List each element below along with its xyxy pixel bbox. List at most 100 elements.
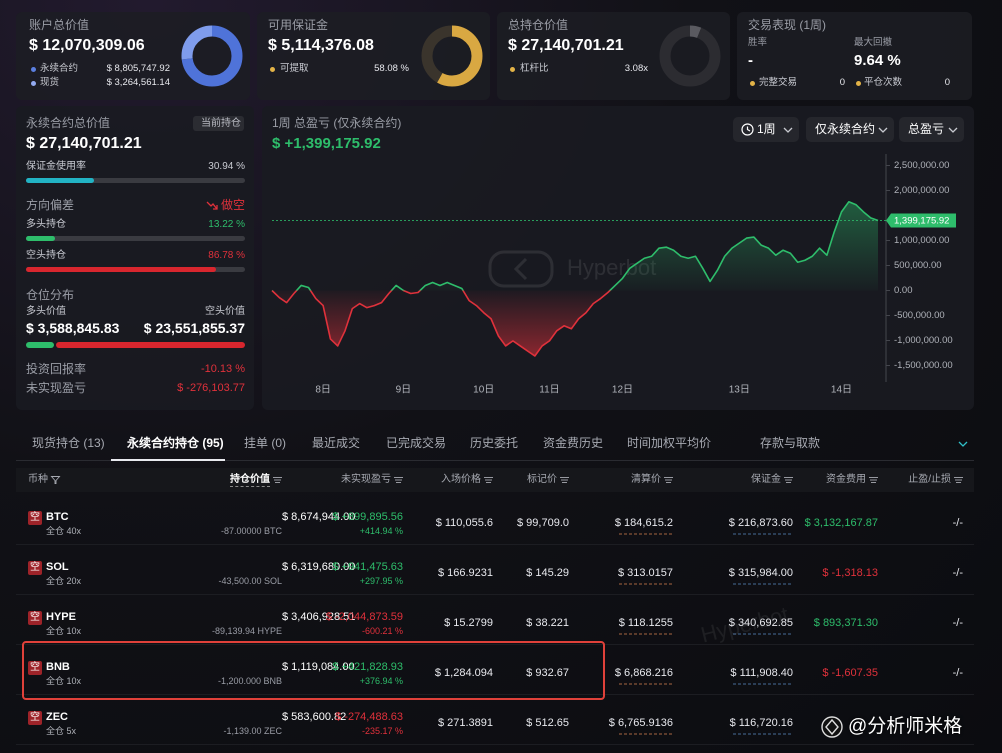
chevron <box>783 127 793 133</box>
legend-dot <box>31 67 36 72</box>
position-value: $ 583,600.82 <box>282 711 347 723</box>
legend-label: 平仓次数 <box>864 77 903 88</box>
tp-sl: -/- <box>952 517 963 529</box>
donut-ring <box>181 25 243 87</box>
dropdown-label[interactable]: 仅永续合约 <box>815 122 876 136</box>
unrealized-pnl-pct: +376.94 % <box>359 676 403 686</box>
funding-fee: $ -1,318.13 <box>822 567 878 579</box>
side-badge-text: 空 <box>30 612 40 623</box>
funding-fee: $ -1,607.35 <box>822 667 878 679</box>
position-margin: $ 216,873.60 <box>728 517 793 529</box>
dropdown[interactable] <box>806 117 894 142</box>
legend-value: 3.08x <box>624 63 648 74</box>
distribution-short <box>55 342 245 348</box>
y-tick-label: -1,500,000.00 <box>894 360 953 371</box>
filter <box>50 476 61 484</box>
x-tick-label: 12日 <box>612 385 633 396</box>
position-size: -89,139.94 HYPE <box>211 626 282 636</box>
card-title: 账户总价值 <box>29 18 90 32</box>
sort-icon <box>560 477 569 483</box>
liquidation-price: $ 6,765.9136 <box>608 717 673 729</box>
margin-mode: 全仓 10x <box>46 626 82 636</box>
margin-gauge <box>733 733 793 735</box>
margin-mode: 全仓 5x <box>46 726 77 736</box>
side-badge <box>28 561 42 575</box>
dropdown[interactable] <box>899 117 964 142</box>
dropdown[interactable] <box>733 117 799 142</box>
position-value: $ 1,119,084.00 <box>282 661 355 673</box>
legend-dot <box>510 67 515 72</box>
long-bar-track <box>26 236 245 241</box>
entry-price: $ 1,284.094 <box>434 667 493 679</box>
unrealized-pnl-pct: +297.95 % <box>359 576 403 586</box>
sort-icon <box>394 477 403 483</box>
legend-label: 完整交易 <box>759 77 798 88</box>
row-separator <box>16 644 974 645</box>
entry-price: $ 166.9231 <box>437 567 493 579</box>
donut-ring <box>659 25 721 87</box>
tab[interactable]: 永续合约持仓 (95) <box>127 436 224 450</box>
side-badge-text: 空 <box>30 662 40 673</box>
dropdown-label[interactable]: 1周 <box>757 122 776 136</box>
donut <box>421 25 483 87</box>
metric-label: 胜率 <box>748 37 768 48</box>
position-value: $ 6,319,680.00 <box>282 561 356 573</box>
margin-gauge <box>733 633 793 635</box>
column-header: 标记价 <box>527 474 557 485</box>
table-header <box>16 468 974 492</box>
side-badge <box>28 611 42 625</box>
clock-hands <box>746 126 751 132</box>
legend-label: 现货 <box>40 77 60 88</box>
entry-price: $ 271.3891 <box>437 717 493 729</box>
column-header: 持仓价值 <box>230 474 270 487</box>
tab[interactable]: 已完成交易 <box>386 436 447 450</box>
metric-label: 多头持仓 <box>26 219 66 230</box>
arrow-head <box>213 205 218 210</box>
row-separator <box>16 694 974 695</box>
margin-gauge <box>733 583 793 585</box>
unrealized-pnl-pct: +414.94 % <box>359 526 403 536</box>
position-size: -43,500.00 SOL <box>218 576 282 586</box>
chevron <box>878 127 888 133</box>
legend-value: $ 3,264,561.14 <box>106 77 170 88</box>
metric-label: 多头价值 <box>26 306 66 317</box>
metric-value: 30.94 % <box>208 161 245 172</box>
tab[interactable]: 资金费历史 <box>543 436 604 450</box>
column-header: 资金费用 <box>826 474 866 485</box>
liquidation-price: $ 313.0157 <box>617 567 673 579</box>
x-tick-label: 9日 <box>396 385 412 396</box>
dropdown-label[interactable]: 总盈亏 <box>908 122 945 136</box>
panel-title: 永续合约总价值 <box>26 116 111 130</box>
column-header: 保证金 <box>751 474 781 485</box>
metric-label: 最大回撤 <box>854 37 893 48</box>
y-tick-label: -1,000,000.00 <box>894 335 953 346</box>
mark-price: $ 38.221 <box>526 617 569 629</box>
legend-dot <box>270 67 275 72</box>
coin: BTC <box>46 511 69 523</box>
y-tick-label: 2,000,000.00 <box>894 185 949 196</box>
perp-panel <box>16 106 254 410</box>
column-header: 清算价 <box>631 474 661 485</box>
coin: HYPE <box>46 611 76 623</box>
tab[interactable]: 现货持仓 (13) <box>32 436 105 450</box>
column-header: 止盈/止损 <box>908 474 951 485</box>
entry-price: $ 110,055.6 <box>435 517 493 529</box>
position-size: -87.00000 BTC <box>220 526 282 536</box>
tab[interactable]: 存款与取款 <box>760 436 821 450</box>
metric-label: 未实现盈亏 <box>26 381 87 395</box>
badge <box>193 116 244 131</box>
tab[interactable]: 历史委托 <box>470 436 519 450</box>
tp-sl: -/- <box>952 667 963 679</box>
section-title: 方向偏差 <box>26 198 75 212</box>
tab[interactable]: 时间加权平均价 <box>627 436 712 450</box>
tab[interactable]: 挂单 (0) <box>244 436 287 450</box>
y-tick-label: 2,500,000.00 <box>894 160 949 171</box>
liq-gauge <box>619 533 673 535</box>
unrealized-pnl: $ +421,828.93 <box>332 661 403 673</box>
coin: SOL <box>46 561 69 573</box>
chart-title: 1周 总盈亏 (仅永续合约) <box>272 116 402 130</box>
row-separator <box>16 744 974 745</box>
margin-gauge <box>733 533 793 535</box>
tab[interactable]: 最近成交 <box>312 436 361 450</box>
